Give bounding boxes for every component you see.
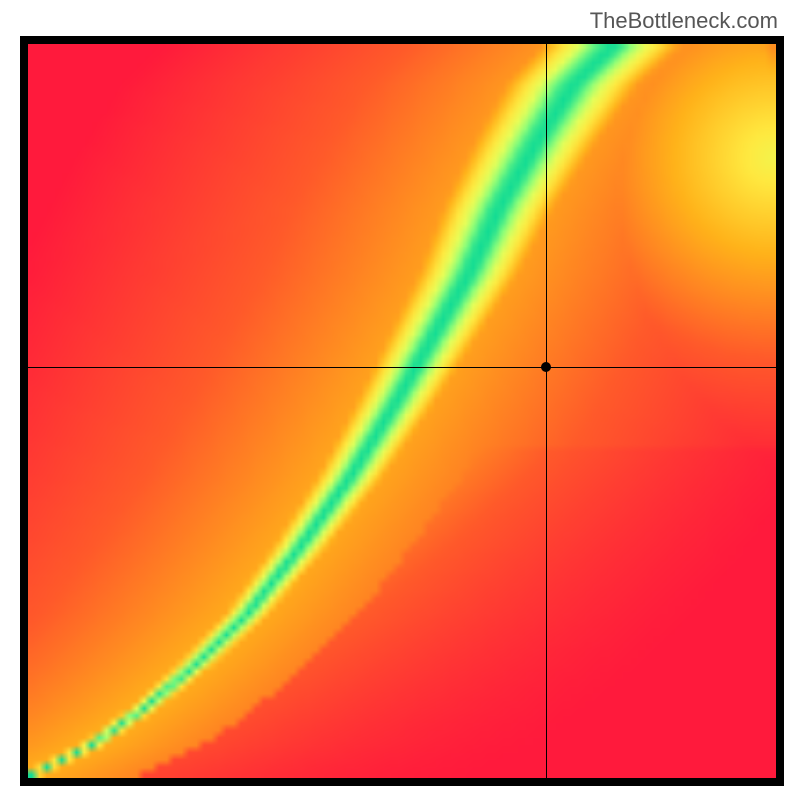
bottleneck-heatmap xyxy=(28,44,776,778)
crosshair-vertical xyxy=(546,38,547,784)
plot-area xyxy=(20,36,784,786)
attribution-text: TheBottleneck.com xyxy=(590,8,778,34)
crosshair-horizontal xyxy=(22,367,782,368)
selection-marker xyxy=(541,362,551,372)
